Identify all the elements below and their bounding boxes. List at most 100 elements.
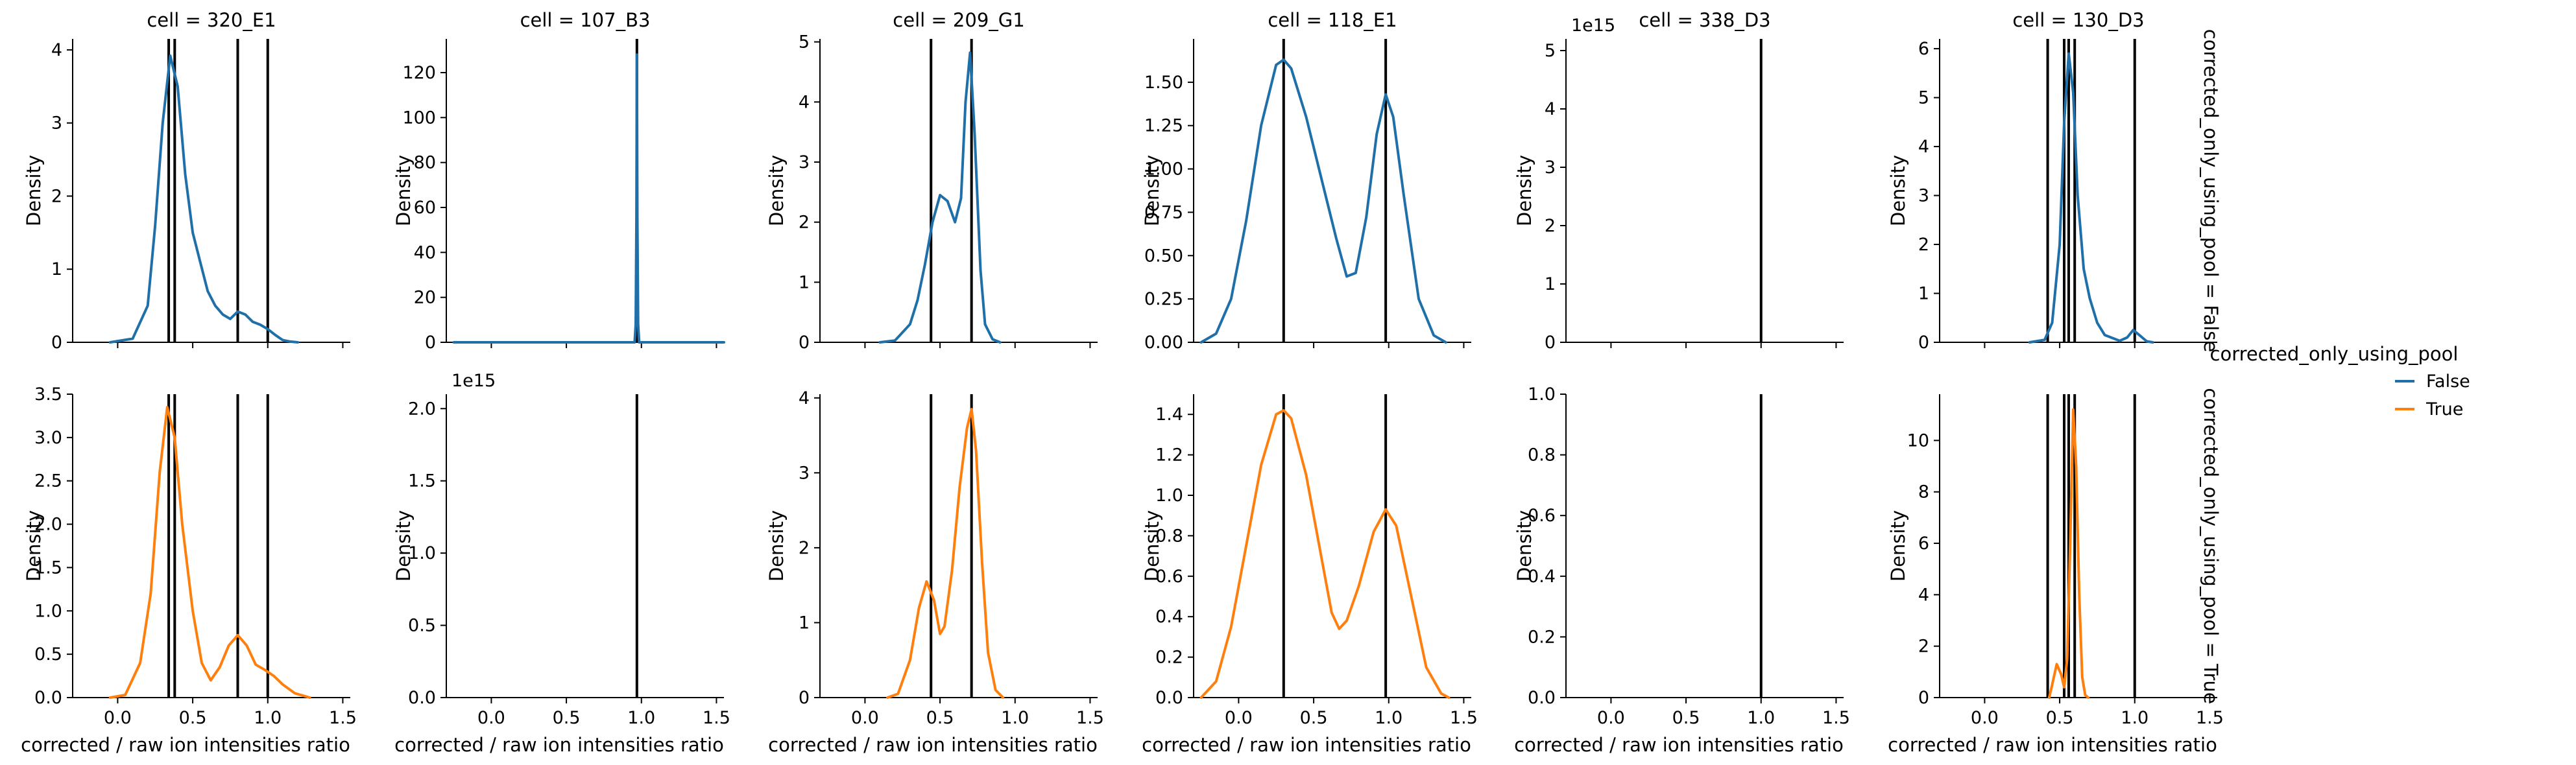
y-tick-label: 40 <box>414 242 436 263</box>
x-tick-label: 0.0 <box>1597 708 1625 728</box>
y-tick-label: 1 <box>799 613 810 633</box>
panel-title: cell = 320_E1 <box>147 9 276 31</box>
y-tick-label: 0 <box>1545 333 1556 353</box>
x-axis-label: corrected / raw ion intensities ratio <box>1514 734 1844 756</box>
y-tick-label: 10 <box>1907 430 1929 451</box>
x-tick-label: 1.5 <box>329 708 357 728</box>
kde-curve-false <box>1199 58 1447 344</box>
y-axis-label: Density <box>392 155 415 226</box>
legend-label-true: True <box>2426 399 2463 419</box>
y-tick-label: 3 <box>1545 158 1556 178</box>
x-tick-label: 1.5 <box>1822 708 1850 728</box>
y-tick-label: 0.75 <box>1144 202 1183 222</box>
y-tick-label: 6 <box>1918 39 1929 59</box>
x-tick-label: 0.0 <box>851 708 879 728</box>
x-tick-label: 1.5 <box>1076 708 1104 728</box>
y-tick-label: 2.0 <box>408 399 436 419</box>
y-axis-label: Density <box>1141 510 1163 582</box>
x-tick-label: 0.0 <box>1971 708 1999 728</box>
y-tick-label: 120 <box>402 63 436 83</box>
y-tick-label: 4 <box>51 40 62 60</box>
x-axis-label: corrected / raw ion intensities ratio <box>1142 734 1471 756</box>
y-tick-label: 1.0 <box>1155 486 1183 506</box>
kde-curve-true <box>886 408 1005 699</box>
y-tick-label: 100 <box>402 108 436 128</box>
y-axis-label: Density <box>765 155 788 226</box>
x-tick-label: 0.5 <box>2046 708 2074 728</box>
panel-r1c1: 0.0 0.5 1.0 1.5 2.0 0.0 0.5 1.0 1.5 Density correc… <box>392 371 730 756</box>
x-tick-label: 1.5 <box>703 708 730 728</box>
legend: corrected_only_using_pool False True <box>2210 343 2470 419</box>
panel-r0c3: 0.00 0.25 0.50 0.75 1.00 1.25 1.50 Density cell … <box>1141 9 1471 353</box>
x-tick-label: 0.5 <box>926 708 954 728</box>
x-tick-label: 1.0 <box>2121 708 2149 728</box>
y-tick-label: 2 <box>51 186 62 206</box>
legend-label-false: False <box>2426 371 2470 392</box>
offset-label: 1e15 <box>451 371 496 391</box>
panel-r1c3: 0.0 0.2 0.4 0.6 0.8 1.0 1.2 1.4 0.0 0.5 1.0 1.5 Dens… <box>1141 394 1478 756</box>
x-tick-label: 1.0 <box>1375 708 1402 728</box>
panel-r1c0: 0.00.51.01.52.02.53.03.50.0 0.5 1.0 1.5Dens… <box>21 384 357 756</box>
y-tick-label: 0.2 <box>1155 648 1183 668</box>
y-axis-label: Density <box>23 510 45 582</box>
panel-r1c4: 0.0 0.2 0.4 0.6 0.8 1.0 0.0 0.5 1.0 1.5 Density cor… <box>1513 384 1850 756</box>
x-tick-label: 0.5 <box>1300 708 1328 728</box>
y-tick-label: 3.5 <box>34 384 62 405</box>
y-tick-label: 3.0 <box>34 428 62 448</box>
panel-r0c0: 0 1 2 3 4 Density cell = 320_E1 <box>23 9 350 353</box>
y-tick-label: 0.5 <box>408 616 436 636</box>
y-tick-label: 0 <box>51 333 62 353</box>
y-tick-label: 1.0 <box>1528 384 1556 405</box>
y-tick-label: 0.0 <box>34 688 62 708</box>
y-tick-label: 2 <box>1918 235 1929 255</box>
y-tick-label: 0 <box>1918 333 1929 353</box>
y-tick-label: 0.5 <box>34 644 62 665</box>
y-tick-label: 5 <box>799 32 810 53</box>
y-tick-label: 80 <box>414 153 436 173</box>
row-facet-label: corrected_only_using_pool = False <box>2200 29 2222 352</box>
x-axis-label: corrected / raw ion intensities ratio <box>21 734 350 756</box>
y-tick-label: 1.5 <box>34 558 62 578</box>
panel-r1c5: 0 2 4 6 8 10 0.0 0.5 1.0 1.5 Density corrected / ra… <box>1887 388 2224 756</box>
y-tick-label: 0.0 <box>1155 688 1183 708</box>
y-tick-label: 1 <box>1918 284 1929 304</box>
x-tick-label: 1.0 <box>627 708 655 728</box>
y-axis-label: Density <box>1513 510 1535 582</box>
kde-curve-true <box>108 406 311 699</box>
y-tick-label: 1.0 <box>34 601 62 621</box>
y-tick-label: 2 <box>799 213 810 233</box>
y-axis-label: Density <box>765 510 788 582</box>
y-tick-label: 3 <box>799 463 810 483</box>
y-axis-label: Density <box>1513 155 1535 226</box>
x-tick-label: 1.0 <box>1001 708 1029 728</box>
x-tick-label: 1.5 <box>2196 708 2224 728</box>
y-tick-label: 20 <box>414 288 436 308</box>
y-tick-label: 0.8 <box>1155 526 1183 546</box>
x-tick-label: 1.5 <box>1450 708 1478 728</box>
x-tick-label: 0.0 <box>104 708 132 728</box>
y-tick-label: 2 <box>799 538 810 558</box>
y-axis-label: Density <box>23 155 45 226</box>
y-tick-label: 0.4 <box>1155 607 1183 627</box>
panel-title: cell = 118_E1 <box>1268 9 1397 31</box>
y-tick-label: 5 <box>1545 41 1556 61</box>
y-tick-label: 0.8 <box>1528 445 1556 465</box>
panel-title: cell = 338_D3 <box>1639 9 1770 31</box>
kde-curve-true <box>1199 409 1451 699</box>
x-tick-label: 0.5 <box>1672 708 1700 728</box>
y-tick-label: 1.4 <box>1155 405 1183 425</box>
x-axis-label: corrected / raw ion intensities ratio <box>1888 734 2217 756</box>
y-axis-label: Density <box>392 510 415 582</box>
panel-r0c4: 0 1 2 3 4 5 Density cell = 338_D3 1e15 <box>1513 9 1844 353</box>
y-tick-label: 1.00 <box>1144 159 1183 180</box>
y-tick-label: 4 <box>1918 585 1929 605</box>
x-tick-label: 1.0 <box>1747 708 1775 728</box>
kde-curve-false <box>2028 52 2154 344</box>
x-tick-label: 0.5 <box>553 708 581 728</box>
kde-curve-false <box>452 53 725 344</box>
x-tick-label: 0.0 <box>477 708 505 728</box>
panel-r1c2: 0 1 2 3 4 0.0 0.5 1.0 1.5 Density corrected / raw … <box>765 388 1104 756</box>
y-tick-label: 0.2 <box>1528 627 1556 647</box>
panel-r0c1: 0 20 40 60 80 100 120 Density cell = 107_B3 <box>392 9 725 353</box>
y-tick-label: 3 <box>799 152 810 172</box>
